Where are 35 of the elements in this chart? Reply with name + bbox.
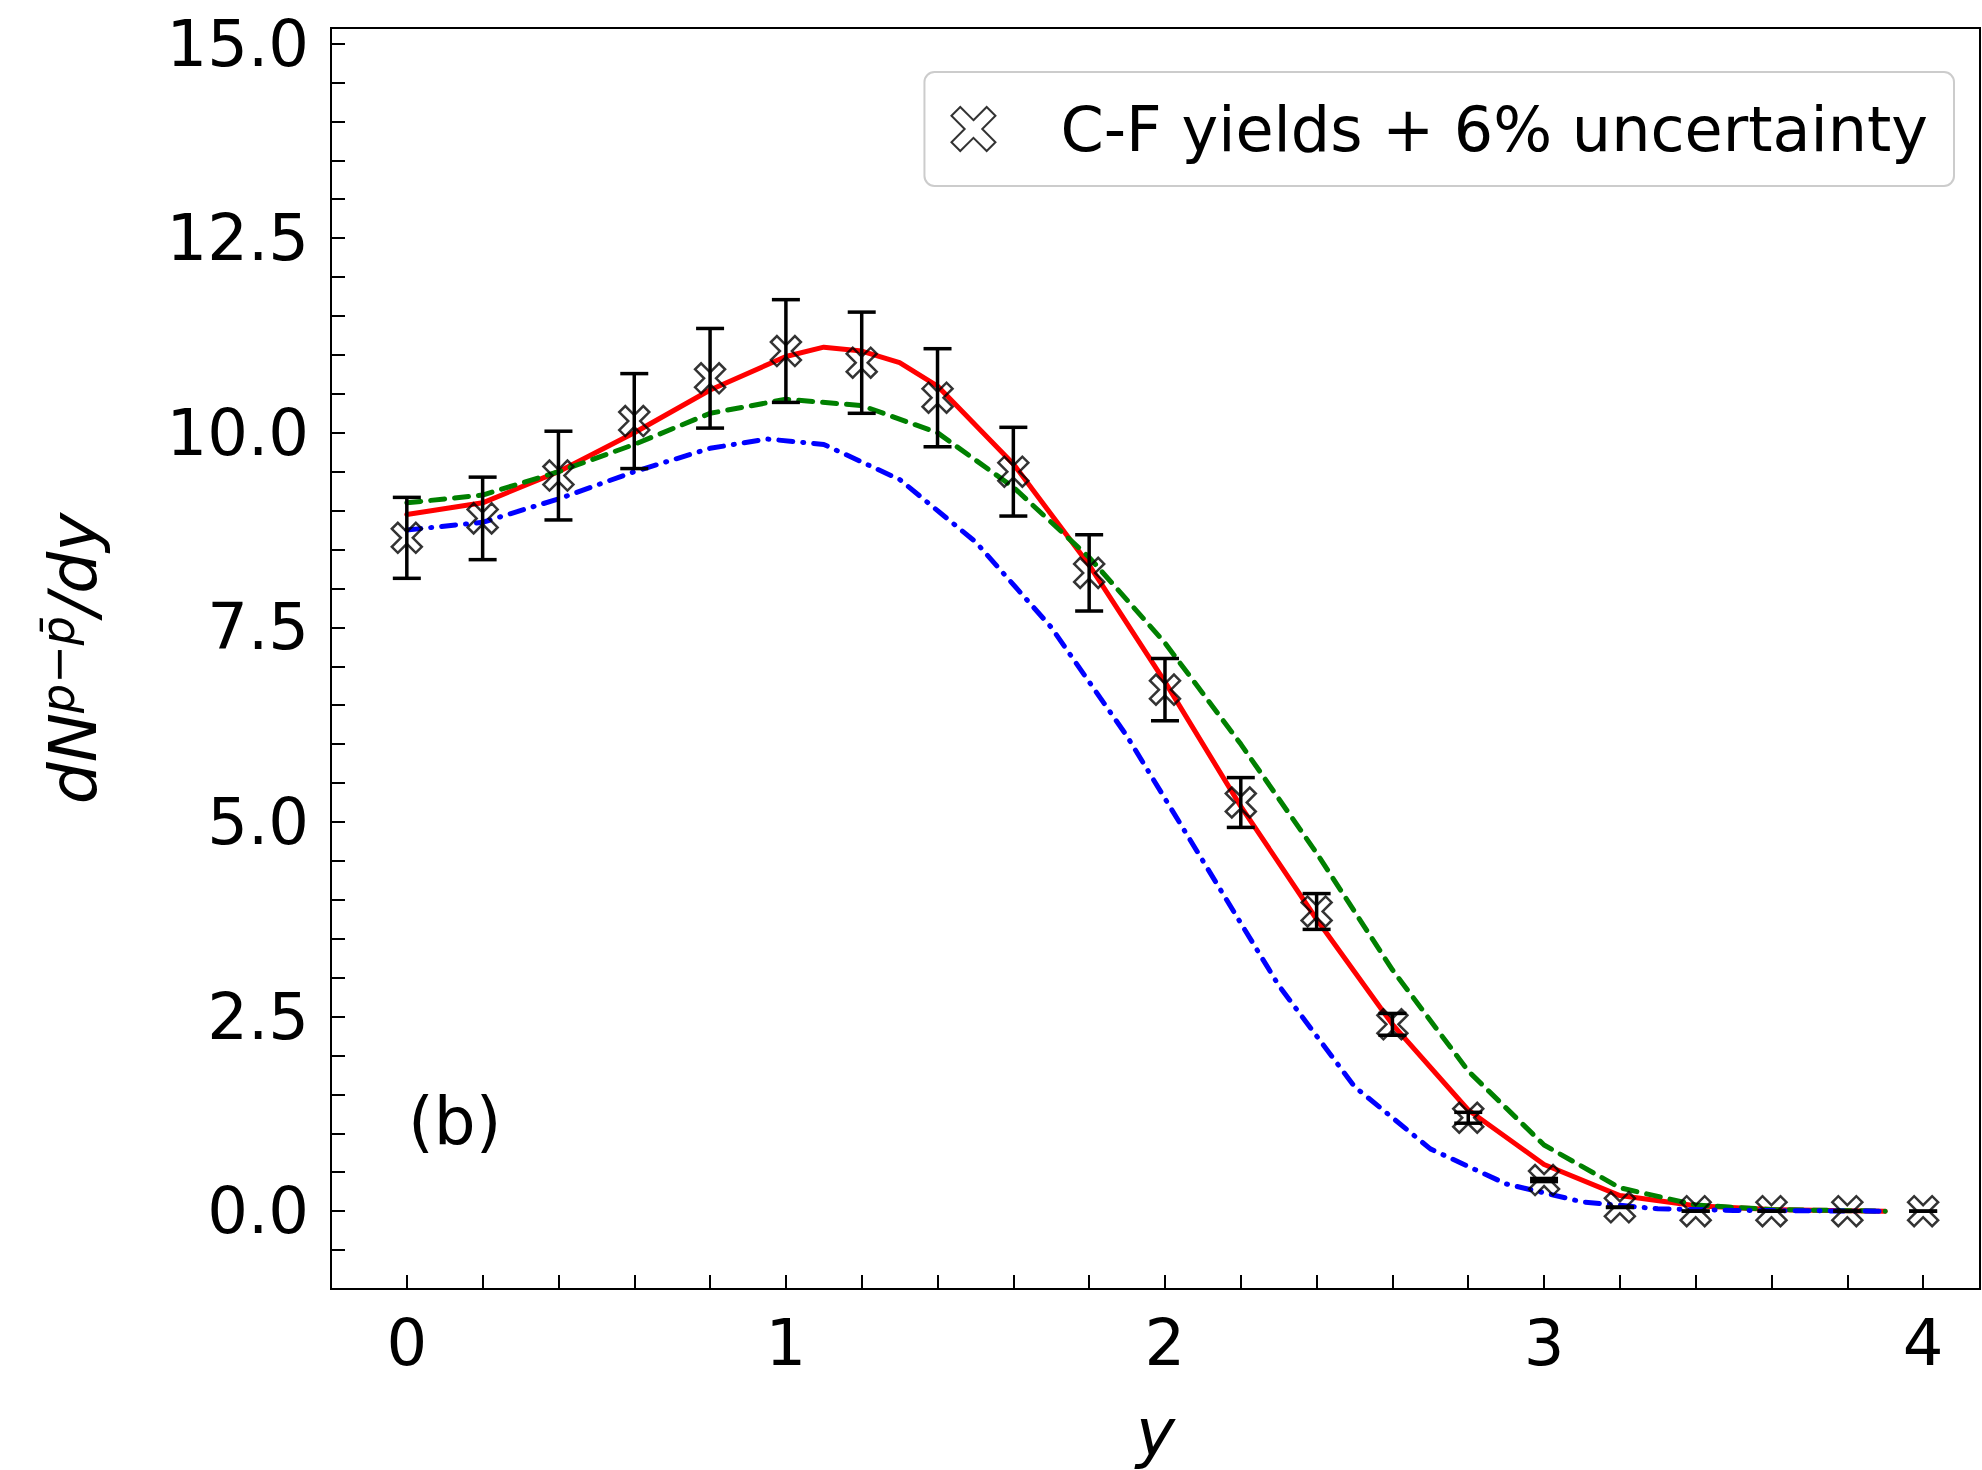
point <box>1831 1194 1864 1228</box>
point <box>618 404 651 438</box>
point <box>466 502 499 535</box>
point <box>1906 1194 1940 1228</box>
y-axis-title: dNp−p̄/dy <box>31 511 112 805</box>
point <box>997 455 1030 488</box>
y-tick-label: 0.0 <box>207 1174 309 1249</box>
x-tick-label: 4 <box>1902 1306 1944 1380</box>
y-tick-label: 12.5 <box>166 201 309 276</box>
y-tick-label: 2.5 <box>207 979 309 1054</box>
point <box>845 346 878 379</box>
point <box>769 334 803 368</box>
point <box>1527 1163 1561 1197</box>
x-tick-label: 1 <box>765 1306 807 1380</box>
point <box>1148 673 1182 706</box>
point <box>1679 1194 1712 1228</box>
point <box>921 381 954 414</box>
x-tick-label: 2 <box>1144 1306 1186 1380</box>
y-tick-label: 5.0 <box>207 784 309 859</box>
annotation: (b) <box>408 1082 502 1160</box>
point <box>1072 556 1106 590</box>
legend-label: C-F yields + 6% uncertainty <box>1060 92 1928 166</box>
point <box>390 521 424 555</box>
y-tick-label: 7.5 <box>207 590 309 665</box>
point <box>542 459 575 492</box>
y-tick-label: 10.0 <box>166 395 309 470</box>
x-tick-label: 3 <box>1523 1306 1565 1380</box>
y-tick-label: 15.0 <box>166 6 309 81</box>
point <box>693 362 727 395</box>
point <box>1451 1101 1485 1134</box>
point <box>1224 786 1258 819</box>
point <box>1603 1191 1637 1224</box>
point <box>1755 1194 1788 1228</box>
x-tick-label: 0 <box>386 1306 428 1380</box>
x-axis-title: y <box>1133 1393 1176 1470</box>
